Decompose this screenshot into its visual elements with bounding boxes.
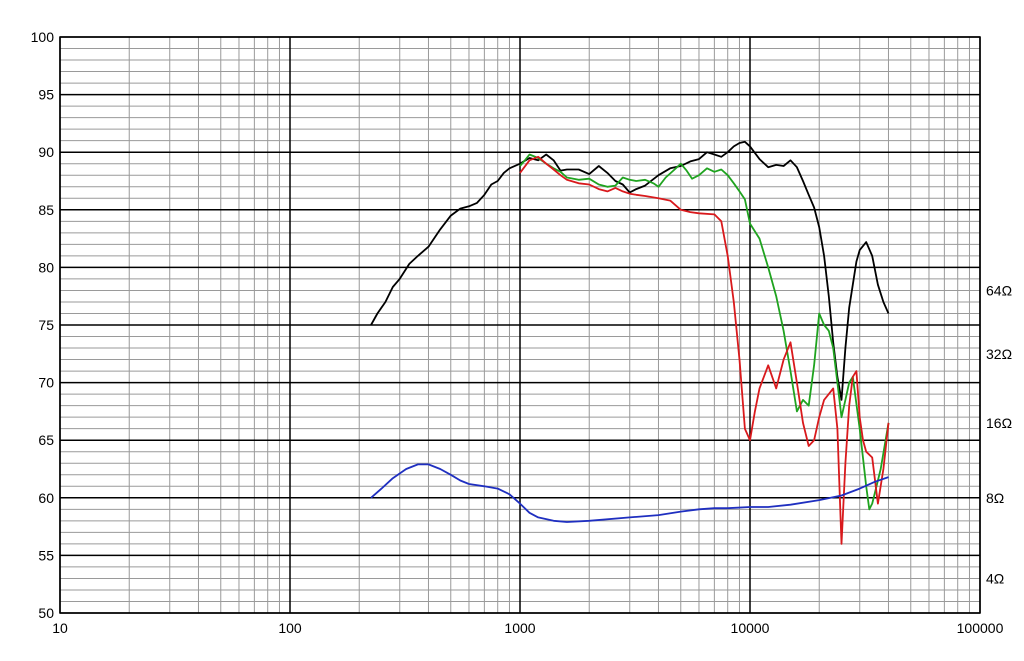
y-tick-label: 100	[31, 29, 55, 45]
y-tick-label: 60	[38, 490, 54, 506]
y-tick-label: 75	[38, 317, 54, 333]
y-tick-label: 80	[38, 259, 54, 275]
y-tick-label: 65	[38, 432, 54, 448]
x-tick-label: 1000	[504, 620, 535, 636]
series-layer	[370, 140, 890, 545]
x-tick-label: 10000	[731, 620, 770, 636]
series-line-2	[519, 153, 890, 511]
impedance-axis-labels: 64Ω 32Ω 16Ω 8Ω 4Ω	[986, 282, 1012, 586]
y-tick-label: 70	[38, 375, 54, 391]
y-axis-tick-labels: 50 55 60 65 70 75 80 85 90 95 100	[31, 29, 55, 621]
series-line-4	[370, 463, 889, 523]
y-tick-label: 95	[38, 87, 54, 103]
x-tick-label: 100	[278, 620, 302, 636]
x-axis-tick-labels: 10 100 1000 10000 100000	[52, 620, 1003, 636]
plot-frame	[59, 36, 981, 614]
y-tick-label: 90	[38, 144, 54, 160]
series-line-3	[519, 155, 890, 545]
impedance-label: 64Ω	[986, 282, 1012, 298]
impedance-label: 16Ω	[986, 415, 1012, 431]
x-tick-label: 100000	[957, 620, 1004, 636]
y-tick-label: 50	[38, 605, 54, 621]
impedance-label: 32Ω	[986, 346, 1012, 362]
impedance-label: 8Ω	[986, 490, 1004, 506]
x-tick-label: 10	[52, 620, 68, 636]
y-tick-label: 85	[38, 202, 54, 218]
y-tick-label: 55	[38, 547, 54, 563]
impedance-label: 4Ω	[986, 570, 1004, 586]
